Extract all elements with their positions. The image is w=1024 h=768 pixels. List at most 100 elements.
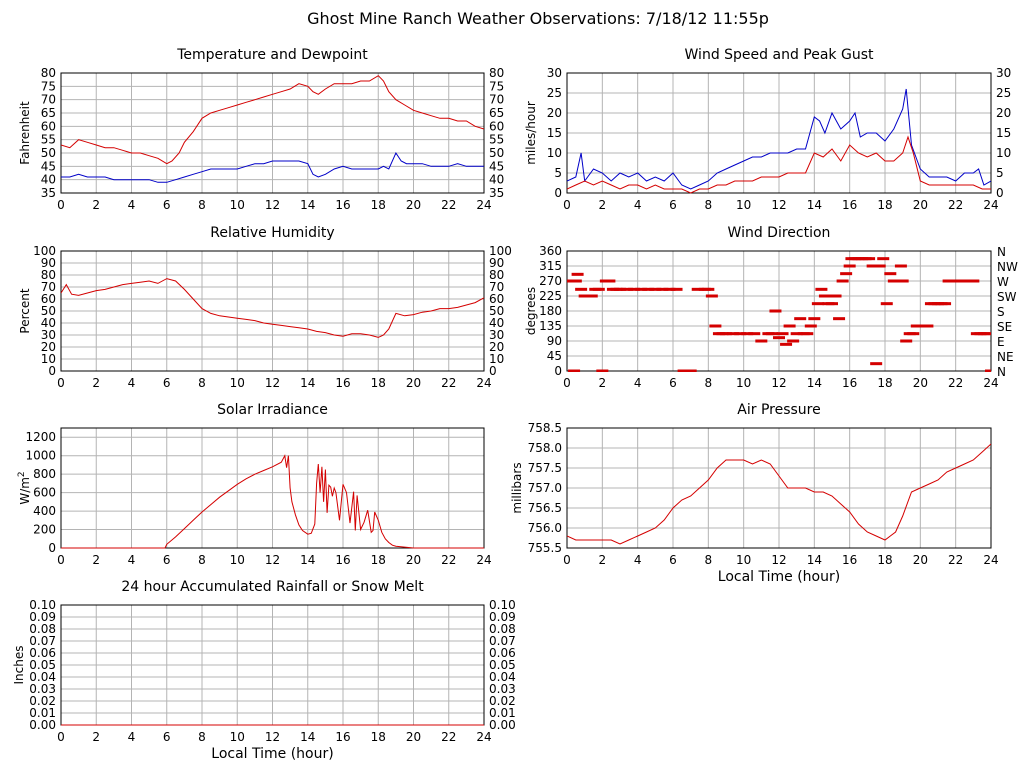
- compass-label: NW: [997, 260, 1018, 274]
- x-tick-label: 18: [371, 553, 386, 567]
- wind-direction-point: [649, 287, 662, 291]
- wind-direction-point: [635, 287, 648, 291]
- y-tick-label: 135: [539, 319, 562, 333]
- y-tick-label: 70: [41, 93, 56, 107]
- x-tick-label: 12: [265, 553, 280, 567]
- series-line-temperature: [61, 454, 484, 549]
- chart-title: Wind Direction: [728, 225, 831, 241]
- plot-frame: [60, 427, 485, 549]
- y-tick-label: 800: [33, 467, 56, 481]
- gridlines: [60, 250, 485, 372]
- y-tick-label-right: 0.06: [489, 646, 516, 660]
- wind-direction-point: [628, 287, 641, 291]
- y-tick-label-right: 5: [996, 166, 1004, 180]
- y-tick-label: 10: [547, 146, 562, 160]
- y-tick-label-right: 0.03: [489, 682, 516, 696]
- x-tick-label: 24: [983, 376, 998, 390]
- scatter-series: [567, 257, 991, 372]
- compass-label: N: [997, 365, 1006, 379]
- x-tick-label: 8: [198, 730, 206, 744]
- wind-direction-point: [967, 279, 980, 283]
- y-tick-label-right: 60: [489, 119, 504, 133]
- y-tick-label: 65: [41, 106, 56, 120]
- x-tick-label: 4: [128, 198, 136, 212]
- y-tick-label: 50: [41, 304, 56, 318]
- y-tick-label-right: 70: [489, 280, 504, 294]
- y-tick-label-right: 40: [489, 316, 504, 330]
- superscript-2: 2: [17, 471, 27, 477]
- x-tick-label: 2: [599, 198, 607, 212]
- plot-frame: [566, 427, 992, 549]
- y-tick-label: 400: [33, 504, 56, 518]
- x-tick-label: 18: [877, 553, 892, 567]
- y-tick-label: 45: [41, 159, 56, 173]
- y-tick-label: 90: [547, 334, 562, 348]
- x-tick-label: 8: [198, 553, 206, 567]
- y-tick-label: 1200: [25, 430, 56, 444]
- x-tick-label: 12: [265, 376, 280, 390]
- y-tick-label: 20: [547, 106, 562, 120]
- chart-title: Temperature and Dewpoint: [176, 47, 368, 63]
- x-tick-label: 20: [913, 553, 928, 567]
- y-tick-label-right: 65: [489, 106, 504, 120]
- wind-direction-point: [702, 287, 715, 291]
- chart-rain: 24 hour Accumulated Rainfall or Snow Mel…: [12, 579, 516, 762]
- x-tick-label: 18: [877, 198, 892, 212]
- y-tick-label-right: 0.04: [489, 670, 516, 684]
- wind-direction-point: [571, 272, 584, 276]
- y-tick-label: 0.02: [29, 694, 56, 708]
- compass-label: SW: [997, 290, 1017, 304]
- y-tick-label-right: 35: [489, 186, 504, 200]
- series-line-dewpoint: [61, 151, 484, 183]
- x-tick-label: 14: [300, 730, 315, 744]
- x-tick-label: 16: [842, 553, 857, 567]
- series-line-gust: [567, 88, 991, 190]
- x-tick-label: 8: [705, 198, 713, 212]
- x-axis-label: Local Time (hour): [211, 746, 333, 762]
- chart-title: Air Pressure: [737, 402, 820, 418]
- x-tick-label: 24: [476, 553, 491, 567]
- x-tick-label: 10: [230, 376, 245, 390]
- plot-frame: [60, 250, 485, 372]
- wind-direction-point: [727, 332, 740, 336]
- chart-title: Solar Irradiance: [217, 402, 328, 418]
- x-tick-label: 22: [948, 376, 963, 390]
- y-tick-label-right: 80: [489, 268, 504, 282]
- x-tick-label: 20: [406, 198, 421, 212]
- wind-direction-point: [833, 317, 846, 321]
- x-tick-label: 20: [406, 553, 421, 567]
- y-tick-label-right: 0.05: [489, 658, 516, 672]
- x-tick-label: 10: [230, 553, 245, 567]
- x-tick-label: 24: [476, 376, 491, 390]
- y-tick-label: 0.05: [29, 658, 56, 672]
- wind-direction-point: [776, 332, 789, 336]
- y-tick-label: 25: [547, 86, 562, 100]
- y-tick-label: 5: [554, 166, 562, 180]
- x-tick-label: 6: [669, 553, 677, 567]
- x-tick-label: 6: [163, 553, 171, 567]
- y-tick-label-right: 75: [489, 79, 504, 93]
- wind-direction-point: [663, 287, 676, 291]
- y-tick-label: 40: [41, 316, 56, 330]
- y-axis-label: Inches: [12, 646, 26, 685]
- wind-direction-point: [787, 339, 800, 343]
- y-tick-label: 0: [48, 364, 56, 378]
- x-tick-label: 22: [948, 198, 963, 212]
- y-axis-label: Fahrenheit: [18, 101, 32, 165]
- y-tick-label-right: 70: [489, 93, 504, 107]
- wind-direction-point: [769, 309, 782, 313]
- wind-direction-point: [603, 279, 616, 283]
- x-tick-label: 8: [198, 376, 206, 390]
- x-tick-label: 14: [300, 376, 315, 390]
- wind-direction-point: [755, 339, 768, 343]
- y-tick-label: 45: [547, 349, 562, 363]
- y-tick-label: 30: [41, 328, 56, 342]
- y-tick-label-right: 0.09: [489, 610, 516, 624]
- y-tick-label-right: 100: [489, 244, 512, 258]
- wind-direction-point: [677, 369, 690, 372]
- y-tick-label-right: 10: [996, 146, 1011, 160]
- series-line-temperature: [61, 278, 484, 338]
